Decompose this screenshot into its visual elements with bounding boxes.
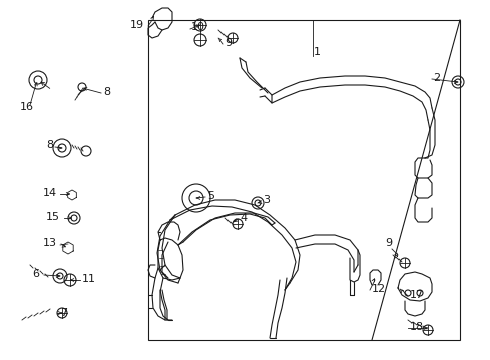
Text: 14: 14 [43,188,57,198]
Text: 1: 1 [314,47,321,57]
Text: 5: 5 [207,191,214,201]
Text: 8: 8 [46,140,53,150]
Text: 17: 17 [410,290,424,300]
Text: 11: 11 [82,274,96,284]
Text: 7: 7 [60,308,67,318]
Text: 6: 6 [32,269,39,279]
Text: 9: 9 [385,238,392,248]
Text: 8: 8 [103,87,110,97]
Text: 9: 9 [225,38,232,48]
Text: 2: 2 [433,73,440,83]
Text: 16: 16 [20,102,34,112]
Text: 15: 15 [46,212,60,222]
Text: 12: 12 [372,284,386,294]
Text: 10: 10 [191,22,205,32]
Bar [148,20,460,340]
Text: 3: 3 [263,195,270,205]
Text: 18: 18 [410,322,424,332]
Text: 4: 4 [240,213,247,223]
Text: 13: 13 [43,238,57,248]
Text: 19: 19 [130,20,144,30]
